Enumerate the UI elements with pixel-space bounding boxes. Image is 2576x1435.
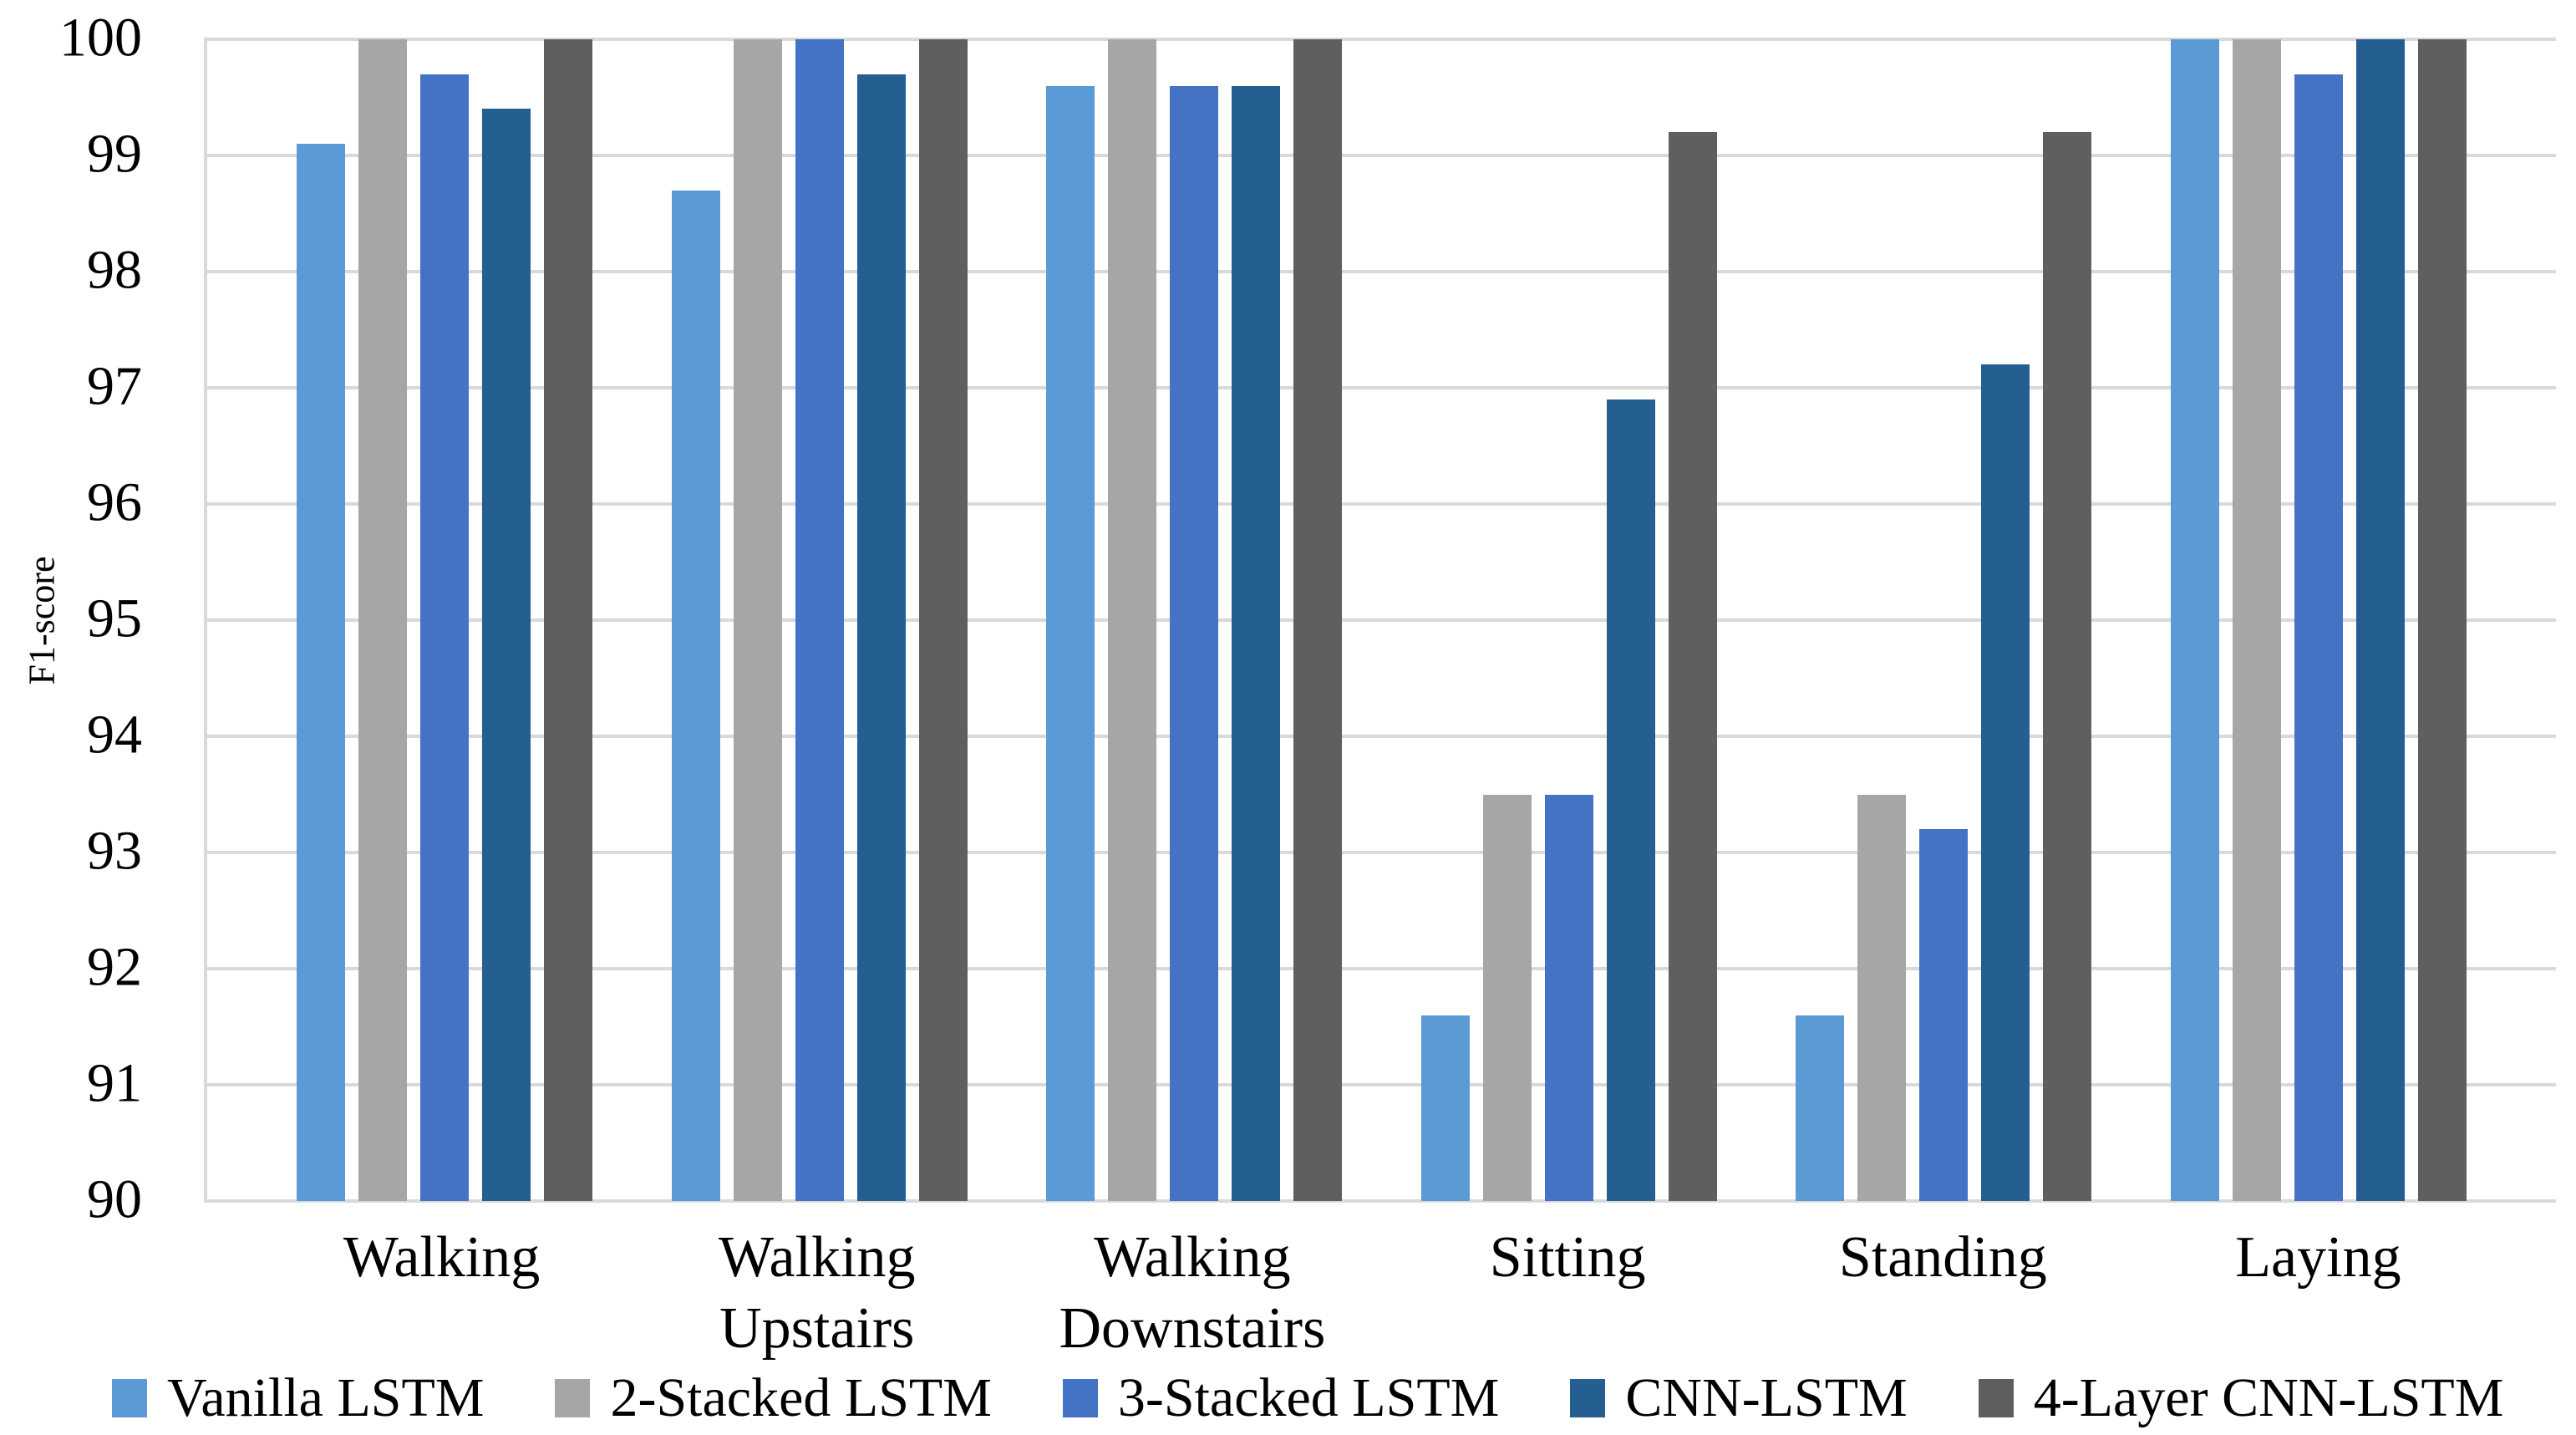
bar [297, 144, 346, 1201]
y-tick-label: 96 [87, 471, 142, 533]
bar [2294, 74, 2343, 1201]
legend-swatch [1062, 1379, 1098, 1417]
x-axis-label: Sitting [1380, 1222, 1755, 1365]
bar [1170, 85, 1219, 1201]
plot-area [204, 38, 2556, 1203]
legend-swatch [1978, 1379, 2014, 1417]
bar-group [1756, 39, 2131, 1201]
bar [2417, 39, 2467, 1201]
legend-item: 3-Stacked LSTM [1062, 1366, 1500, 1430]
legend-swatch [112, 1379, 147, 1417]
bar [2355, 39, 2405, 1201]
bar [482, 109, 531, 1201]
gridline [204, 851, 2556, 854]
bar [1981, 364, 2030, 1201]
y-tick-label: 93 [87, 820, 142, 882]
y-tick-label: 95 [87, 588, 142, 649]
legend-label: 3-Stacked LSTM [1117, 1367, 1500, 1428]
x-axis-label: Standing [1755, 1222, 2131, 1365]
gridline [204, 967, 2556, 970]
x-axis-label-text: Walking Downstairs [1059, 1225, 1326, 1361]
bar [1919, 829, 1969, 1201]
y-tick-label: 94 [87, 704, 142, 766]
y-tick-label: 92 [87, 936, 142, 998]
x-axis-label: Walking [254, 1222, 629, 1365]
gridline [204, 270, 2556, 273]
gridline [204, 1083, 2556, 1086]
bar [856, 74, 906, 1201]
x-axis-line [204, 1199, 2556, 1203]
bar [1668, 132, 1717, 1201]
legend-item: CNN-LSTM [1570, 1366, 1908, 1430]
bar [1046, 85, 1095, 1201]
y-tick-label: 98 [87, 239, 142, 301]
y-tick-label: 97 [87, 355, 142, 417]
bar [358, 39, 408, 1201]
legend-swatch [1570, 1379, 1606, 1417]
gridline [204, 38, 2556, 41]
gridline [204, 154, 2556, 157]
gridline [204, 502, 2556, 506]
bar [733, 39, 782, 1201]
legend-label: 2-Stacked LSTM [610, 1367, 992, 1428]
bar [1420, 1015, 1470, 1201]
bar-group [2131, 39, 2507, 1201]
bar [544, 39, 593, 1201]
bar [795, 39, 844, 1201]
bar [1796, 1015, 1845, 1201]
plot-groups [207, 39, 2556, 1201]
x-axis-label-text: Standing [1838, 1225, 2047, 1290]
bar [2232, 39, 2281, 1201]
x-axis-label-text: Sitting [1489, 1225, 1646, 1290]
bar [1108, 39, 1157, 1201]
gridline [204, 386, 2556, 389]
legend-label: CNN-LSTM [1625, 1367, 1908, 1428]
bar [420, 74, 470, 1201]
gridline [204, 735, 2556, 738]
x-axis-label-text: Walking Upstairs [719, 1225, 916, 1361]
bar-group [257, 39, 633, 1201]
bar [918, 39, 968, 1201]
y-axis-ticks: 100 99 98 97 96 95 94 93 92 91 90 [0, 7, 167, 1229]
bar [1544, 794, 1593, 1201]
bar [1857, 794, 1907, 1201]
bar [1232, 85, 1281, 1201]
legend-item: 4-Layer CNN-LSTM [1978, 1366, 2504, 1430]
x-axis-label-text: Laying [2235, 1225, 2401, 1290]
x-axis-label-text: Walking [343, 1225, 541, 1290]
y-tick-label: 99 [87, 123, 142, 185]
legend-item: 2-Stacked LSTM [555, 1366, 992, 1430]
bar-group [633, 39, 1008, 1201]
gridline [204, 618, 2556, 622]
y-tick-label: 100 [59, 7, 142, 69]
bar [2043, 132, 2092, 1201]
x-axis-labels: Walking Walking Upstairs Walking Downstair… [204, 1222, 2556, 1365]
bar [671, 190, 720, 1201]
x-axis-label: Walking Downstairs [1004, 1222, 1379, 1365]
bar [1293, 39, 1343, 1201]
bar-group [1007, 39, 1382, 1201]
legend-swatch [555, 1379, 591, 1417]
y-tick-label: 90 [87, 1168, 142, 1230]
legend-item: Vanilla LSTM [112, 1366, 484, 1430]
legend-label: Vanilla LSTM [167, 1367, 485, 1428]
y-tick-label: 91 [87, 1052, 142, 1114]
x-axis-label: Laying [2131, 1222, 2506, 1365]
bar [1606, 399, 1655, 1201]
bar [2170, 39, 2219, 1201]
bar [1482, 794, 1532, 1201]
bar-group [1382, 39, 1757, 1201]
x-axis-label: Walking Upstairs [629, 1222, 1004, 1365]
legend: Vanilla LSTM 2-Stacked LSTM 3-Stacked LSTM… [112, 1367, 2559, 1429]
legend-label: 4-Layer CNN-LSTM [2033, 1367, 2504, 1428]
